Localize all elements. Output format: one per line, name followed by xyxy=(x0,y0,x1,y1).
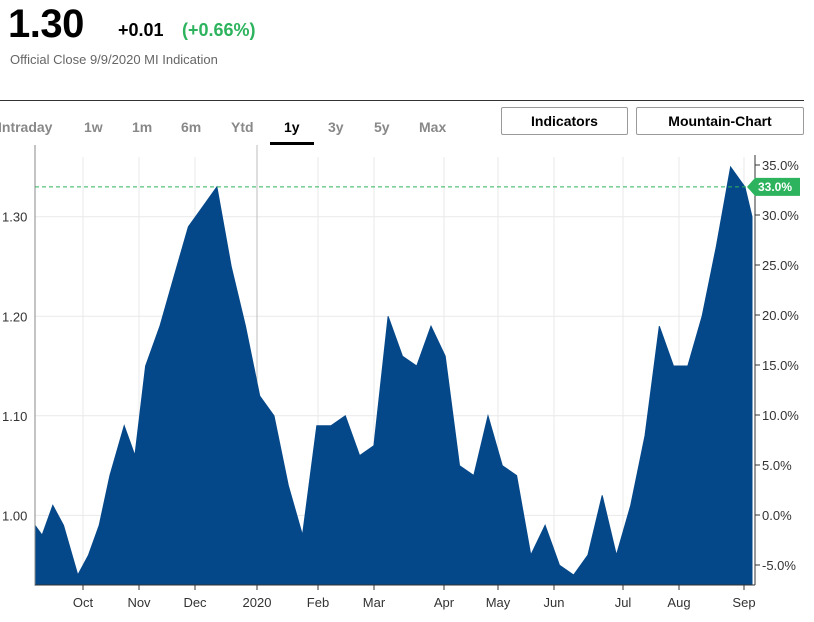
tab-ytd[interactable]: Ytd xyxy=(231,119,254,135)
indicators-button[interactable]: Indicators xyxy=(501,107,628,135)
chart-svg: 1.00 1.10 1.20 1.30 -5.0% 0.0% 5.0% 10.0% 15.0% 2… xyxy=(2,145,800,610)
reference-badge-label: 33.0% xyxy=(758,180,792,194)
left-tick-label: 1.30 xyxy=(2,210,27,225)
x-tick-label: May xyxy=(486,595,511,610)
x-tick-label: Sep xyxy=(732,595,755,610)
tab-6m[interactable]: 6m xyxy=(181,119,202,135)
reference-badge xyxy=(747,177,800,196)
x-tick-label: Jun xyxy=(544,595,565,610)
close-info: Official Close 9/9/2020 MI Indication xyxy=(10,52,218,67)
price-chart: 1.00 1.10 1.20 1.30 -5.0% 0.0% 5.0% 10.0% 15.0% 2… xyxy=(0,145,814,617)
right-tick-label: 20.0% xyxy=(762,308,799,323)
header-divider xyxy=(0,100,804,101)
price-change-percent: (+0.66%) xyxy=(182,20,256,40)
x-tick-label: Nov xyxy=(127,595,151,610)
right-tick-label: 25.0% xyxy=(762,258,799,273)
x-tick-label: Dec xyxy=(183,595,207,610)
tab-1y[interactable]: 1y xyxy=(284,119,300,135)
x-tick-label: 2020 xyxy=(243,595,272,610)
left-tick-label: 1.10 xyxy=(2,409,27,424)
range-tabs: Intraday 1w 1m 6m Ytd 1y 3y 5y Max xyxy=(0,101,470,145)
x-tick-label: Mar xyxy=(363,595,386,610)
left-tick-label: 1.00 xyxy=(2,508,27,523)
mountain-chart-button[interactable]: Mountain-Chart xyxy=(636,107,804,135)
tab-1w[interactable]: 1w xyxy=(84,119,103,135)
right-tick-label: 30.0% xyxy=(762,208,799,223)
active-tab-indicator xyxy=(270,142,314,145)
right-tick-label: -5.0% xyxy=(762,558,796,573)
left-tick-label: 1.20 xyxy=(2,309,27,324)
x-tick-label: Feb xyxy=(307,595,329,610)
x-tick-label: Apr xyxy=(434,595,455,610)
price-area xyxy=(34,165,753,586)
price-change: +0.01 xyxy=(118,20,164,40)
tab-intraday[interactable]: Intraday xyxy=(0,119,53,135)
x-tick-label: Jul xyxy=(615,595,632,610)
right-tick-label: 10.0% xyxy=(762,408,799,423)
x-tick-label: Aug xyxy=(667,595,690,610)
tab-max[interactable]: Max xyxy=(419,119,447,135)
right-tick-label: 15.0% xyxy=(762,358,799,373)
quote-header: 1.30 +0.01 (+0.66%) Official Close 9/9/2… xyxy=(0,0,814,100)
tab-1m[interactable]: 1m xyxy=(132,119,153,135)
right-tick-label: 0.0% xyxy=(762,508,792,523)
last-price: 1.30 xyxy=(8,2,84,46)
right-tick-label: 5.0% xyxy=(762,458,792,473)
tab-5y[interactable]: 5y xyxy=(374,119,390,135)
x-tick-label: Oct xyxy=(73,595,94,610)
tab-3y[interactable]: 3y xyxy=(328,119,344,135)
right-tick-label: 35.0% xyxy=(762,158,799,173)
